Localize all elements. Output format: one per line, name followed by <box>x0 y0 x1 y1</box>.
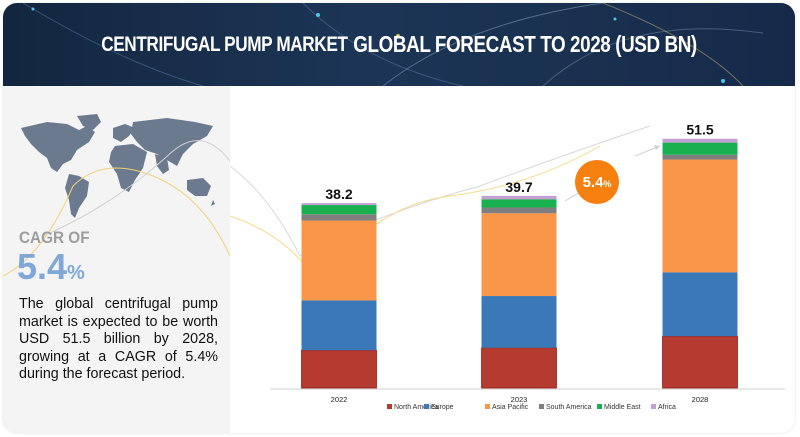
legend-swatch-middle-east <box>597 404 602 409</box>
x-tick-label-2028: 2028 <box>692 395 709 404</box>
bar-segment-africa-2028 <box>662 138 738 143</box>
growth-arrow-head <box>654 145 660 150</box>
bar-segment-africa-2023 <box>481 195 557 200</box>
legend-item-south-america: South America <box>539 404 592 411</box>
legend-item-asia-pacific: Asia Pacific <box>485 404 529 411</box>
decorative-curve <box>229 145 601 287</box>
legend-item-africa: Africa <box>651 404 676 411</box>
stacked-bar-chart: 38.2 2022 39.7 2023 51.5 2028 North AmericaEu… <box>229 122 785 411</box>
legend-swatch-north-america <box>387 404 392 409</box>
bar-segment-middle-east-2022 <box>301 205 377 215</box>
bar-segment-europe-2022 <box>301 300 377 351</box>
market-description: The global centrifugal pump market is ex… <box>19 296 218 383</box>
bar-segment-north-america-2023 <box>481 347 557 389</box>
cagr-number: 5.4 <box>17 246 68 287</box>
total-label-2023: 39.7 <box>505 179 532 195</box>
bar-segment-africa-2022 <box>301 203 377 206</box>
legend-label-north-america: North America <box>394 404 438 411</box>
legend-label-europe: Europe <box>431 404 454 411</box>
cagr-unit: % <box>67 262 85 284</box>
header-banner: CENTRIFUGAL PUMP MARKET GLOBAL FORECAST … <box>3 3 795 86</box>
legend-label-asia-pacific: Asia Pacific <box>492 404 529 411</box>
legend-swatch-europe <box>424 404 429 409</box>
legend-item-north-america: North America <box>387 404 438 411</box>
legend-label-middle-east: Middle East <box>604 404 641 411</box>
legend-item-europe: Europe <box>424 404 454 411</box>
page-title: CENTRIFUGAL PUMP MARKET GLOBAL FORECAST … <box>74 3 723 86</box>
total-label-2028: 51.5 <box>686 122 713 138</box>
bar-segment-north-america-2028 <box>662 335 738 389</box>
chart-area: 38.2 2022 39.7 2023 51.5 2028 North America Eu… <box>229 86 795 433</box>
title-market: CENTRIFUGAL PUMP MARKET <box>101 32 348 56</box>
legend-swatch-asia-pacific <box>485 404 490 409</box>
bar-segment-asia-pacific-2022 <box>301 220 377 301</box>
legend-swatch-south-america <box>539 404 544 409</box>
cagr-badge: 5.4% <box>575 160 619 204</box>
badge-value: 5.4 <box>582 173 604 191</box>
bar-segment-south-america-2023 <box>481 207 557 214</box>
x-tick-label-2023: 2023 <box>511 395 528 404</box>
legend-swatch-africa <box>651 404 656 409</box>
bar-segment-asia-pacific-2023 <box>481 213 557 297</box>
total-label-2022: 38.2 <box>325 186 352 202</box>
bar-segment-asia-pacific-2028 <box>662 159 738 273</box>
bar-segment-europe-2023 <box>481 296 557 348</box>
banner-decoration <box>22 3 764 86</box>
decorative-curves <box>3 140 230 277</box>
cagr-value: 5.4% <box>17 246 85 288</box>
legend-item-middle-east: Middle East <box>597 404 641 411</box>
decorative-curve <box>229 125 651 257</box>
bar-segment-north-america-2022 <box>301 349 377 389</box>
legend-label-africa: Africa <box>658 404 676 411</box>
cagr-label: CAGR OF <box>19 228 90 247</box>
x-tick-label-2022: 2022 <box>331 395 348 404</box>
bar-segment-south-america-2022 <box>301 214 377 221</box>
bar-segment-europe-2028 <box>662 272 738 337</box>
summary-panel: CAGR OF 5.4% The global centrifugal pump… <box>3 86 230 433</box>
bar-segment-south-america-2028 <box>662 154 738 160</box>
badge-unit: % <box>603 178 612 189</box>
world-map-icon <box>21 114 215 218</box>
title-forecast: GLOBAL FORECAST TO 2028 (USD BN) <box>353 31 697 57</box>
legend-label-south-america: South America <box>546 404 592 411</box>
bar-segment-middle-east-2023 <box>481 199 557 208</box>
infographic-frame: CENTRIFUGAL PUMP MARKET GLOBAL FORECAST … <box>3 3 795 433</box>
bar-segment-middle-east-2028 <box>662 142 738 155</box>
